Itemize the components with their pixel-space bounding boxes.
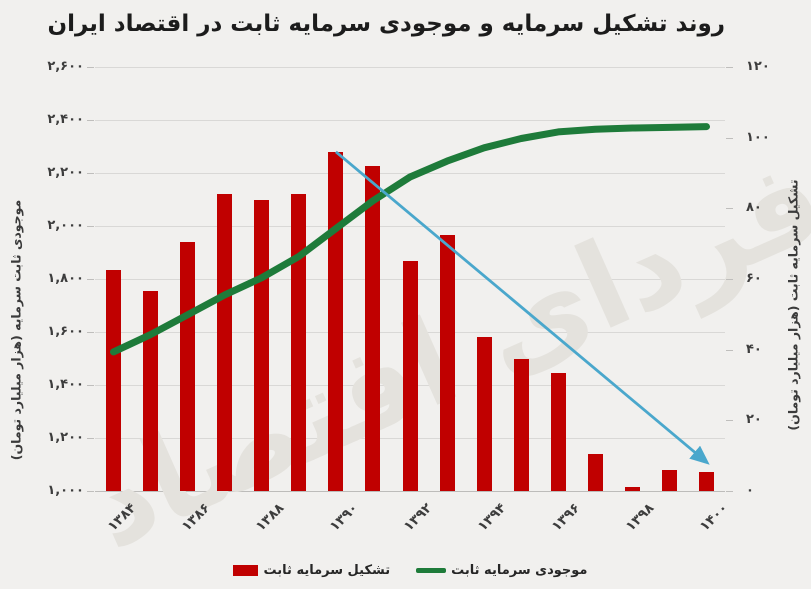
- bar-1385: [143, 291, 159, 491]
- right-axis-tick-80: ۸۰: [746, 200, 762, 216]
- bar-1387: [217, 194, 233, 491]
- x-axis-tick-1400: ۱۴۰۰: [697, 500, 732, 535]
- left-axis-tickmark: [87, 67, 94, 68]
- x-axis-tick-1384: ۱۳۸۴: [104, 500, 139, 535]
- right-axis-tick-40: ۴۰: [746, 341, 762, 357]
- plot-area: فردای اقتصاد: [67, 67, 811, 575]
- right-axis-tick-120: ۱۲۰: [746, 59, 770, 74]
- bar-1389: [291, 194, 307, 491]
- bar-1398: [624, 486, 640, 491]
- line-layer: [110, 123, 710, 465]
- bar-1386: [180, 241, 196, 491]
- left-axis-title: موجودی ثابت سرمایه (هزار میلیارد تومان): [8, 199, 24, 461]
- left-axis-tickmark: [87, 279, 94, 280]
- bar-1394: [476, 337, 492, 491]
- bar-1390: [328, 151, 344, 491]
- left-axis-tick-1800: ۱,۸۰۰: [47, 271, 84, 286]
- right-axis-tick-0: ۰: [746, 483, 754, 498]
- x-axis-tick-1398: ۱۳۹۸: [623, 500, 658, 535]
- x-axis-tick-1396: ۱۳۹۶: [548, 500, 584, 535]
- left-axis-tick-2400: ۲,۴۰۰: [47, 112, 84, 127]
- right-axis-tickmark: [726, 208, 733, 210]
- gridline-2600: [95, 67, 725, 68]
- gridline-2000: [95, 226, 725, 227]
- bar-1396: [550, 372, 566, 491]
- bar-1395: [513, 358, 529, 491]
- legend-line-swatch: [416, 567, 447, 573]
- right-axis-tickmark: [726, 279, 733, 280]
- left-axis-tickmark: [87, 385, 94, 386]
- right-axis-tick-100: ۱۰۰: [746, 129, 770, 145]
- bar-1400: [698, 472, 714, 491]
- gridline-1000: [95, 491, 725, 492]
- right-axis-tickmark: [726, 491, 733, 492]
- chart-title: روند تشکیل سرمایه و موجودی سرمایه ثابت د…: [47, 11, 725, 37]
- legend-label-capital-stock: موجودی سرمایه ثابت: [451, 562, 588, 578]
- capital-stock-line: [110, 123, 710, 356]
- right-axis-tickmark: [726, 420, 733, 422]
- bar-1397: [587, 453, 603, 491]
- left-axis-tickmark: [87, 332, 94, 333]
- right-axis-tickmark: [726, 137, 733, 139]
- x-axis-tick-1392: ۱۳۹۲: [400, 500, 436, 535]
- left-axis-tickmark: [87, 491, 94, 492]
- left-axis-tickmark: [87, 173, 94, 174]
- right-axis-tickmark: [726, 67, 733, 68]
- gridline-2400: [95, 120, 725, 121]
- right-axis-title: تشکیل سرمایه ثابت (هزار میلیارد تومان): [785, 179, 801, 431]
- left-axis-tick-2000: ۲,۰۰۰: [47, 218, 84, 233]
- x-axis-tick-1388: ۱۳۸۸: [252, 500, 288, 535]
- bar-1392: [402, 261, 418, 491]
- bar-1391: [365, 165, 381, 491]
- left-axis-tickmark: [87, 438, 94, 439]
- bar-1393: [439, 234, 455, 491]
- left-axis-tick-1400: ۱,۴۰۰: [47, 377, 84, 392]
- x-axis-tick-1390: ۱۳۹۰: [326, 500, 362, 535]
- right-axis-tick-60: ۶۰: [746, 271, 762, 286]
- decline-trend-line: [334, 150, 710, 465]
- left-axis-tickmark: [87, 120, 94, 121]
- right-axis-tick-20: ۲۰: [746, 412, 762, 428]
- left-axis-tick-1000: ۱,۰۰۰: [47, 483, 84, 498]
- left-axis-tick-2600: ۲,۶۰۰: [47, 59, 84, 74]
- right-axis-tickmark: [726, 349, 733, 351]
- legend: تشکیل سرمایه ثابت موجودی سرمایه ثابت: [95, 561, 725, 579]
- bar-1399: [661, 469, 677, 491]
- legend-label-capital-formation: تشکیل سرمایه ثابت: [263, 562, 391, 578]
- bar-1384: [106, 270, 122, 491]
- x-axis-tick-1386: ۱۳۸۶: [178, 500, 213, 535]
- x-axis-tick-1394: ۱۳۹۴: [474, 500, 510, 535]
- left-axis-tickmark: [87, 226, 94, 227]
- left-axis-tick-1200: ۱,۲۰۰: [47, 430, 84, 445]
- left-axis-tick-2200: ۲,۲۰۰: [47, 165, 84, 180]
- left-axis-tick-1600: ۱,۶۰۰: [47, 324, 84, 339]
- legend-bar-swatch: [232, 564, 258, 576]
